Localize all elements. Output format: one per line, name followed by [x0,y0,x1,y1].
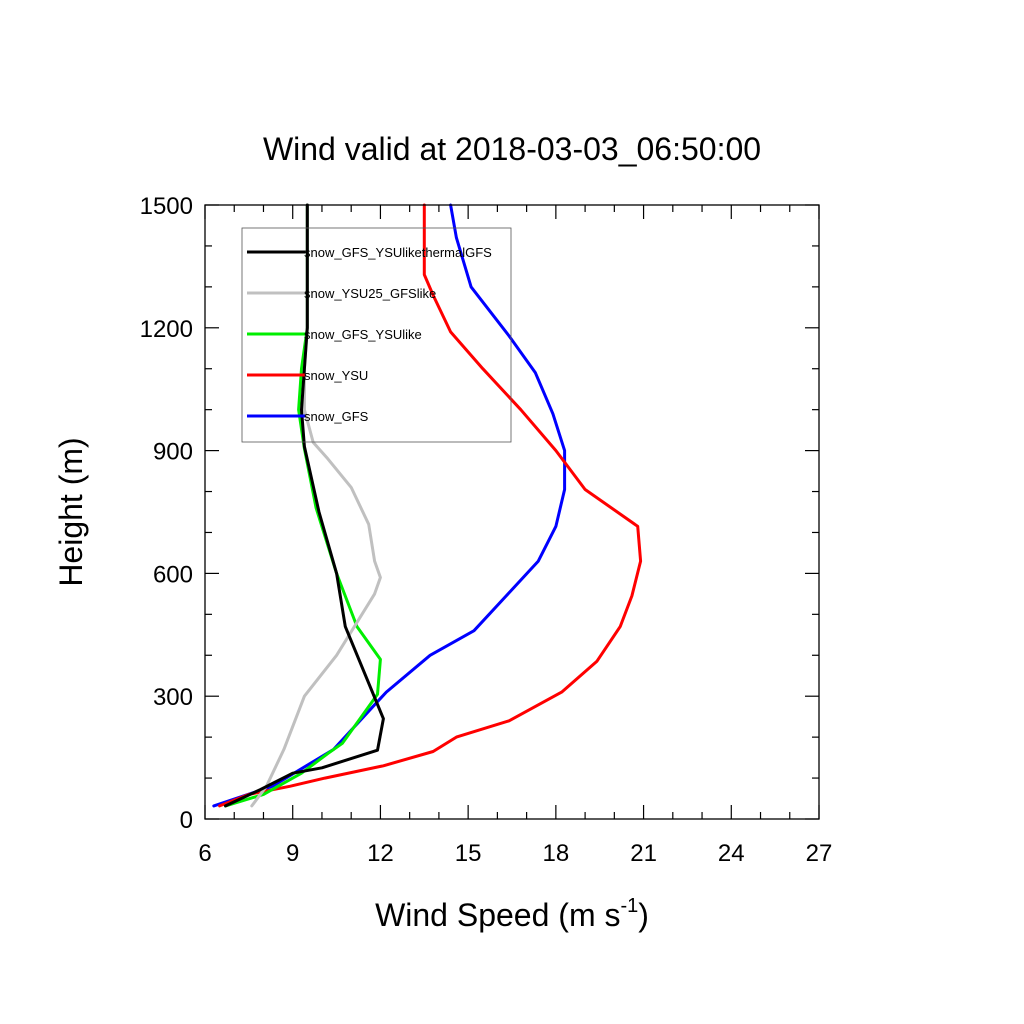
y-tick-label: 300 [153,684,193,711]
legend-label-snow_YSU: snow_YSU [304,368,368,383]
y-tick-label: 1500 [140,193,193,220]
legend-label-snow_GFS_YSUlike: snow_GFS_YSUlike [304,327,422,342]
legend-label-snow_GFS: snow_GFS [304,409,369,424]
plot-frame [204,204,820,820]
x-axis-label-end: ) [638,897,649,933]
x-tick-label: 18 [543,840,570,867]
y-tick-label: 0 [180,807,193,834]
legend: snow_GFS_YSUlikethermalGFS snow_YSU25_GFS… [241,227,512,443]
x-tick-label: 9 [286,840,299,867]
series-line-snow_YSU [218,203,643,808]
y-tick-label: 900 [153,439,193,466]
series-line-snow_GFS_YSUlike [224,203,382,808]
x-tick-label: 21 [630,840,657,867]
series-line-snow_GFS [212,203,567,808]
x-axis-label: Wind Speed (m s-1) [375,895,649,933]
legend-label-snow_GFS_YSUlikethermalGFS: snow_GFS_YSUlikethermalGFS [304,245,492,260]
ticks-group: 6 9 12 15 18 21 24 27 0 300 600 900 1200 1500 [140,193,833,867]
x-tick-label: 15 [455,840,482,867]
legend-label-snow_YSU25_GFSlike: snow_YSU25_GFSlike [304,286,436,301]
y-tick-label: 600 [153,561,193,588]
x-tick-label: 12 [367,840,394,867]
x-axis-label-main: Wind Speed (m s [375,897,620,933]
x-axis-label-sup: -1 [620,895,638,917]
chart-title: Wind valid at 2018-03-03_06:50:00 [263,131,761,167]
x-tick-label: 24 [718,840,745,867]
x-tick-label: 6 [198,840,211,867]
x-tick-label: 27 [806,840,833,867]
legend-box [241,227,512,443]
y-tick-label: 1200 [140,316,193,343]
series-line-snow_GFS_YSUlikethermalGFS [224,203,385,808]
y-axis-label: Height (m) [53,437,89,586]
series-group [212,203,643,808]
